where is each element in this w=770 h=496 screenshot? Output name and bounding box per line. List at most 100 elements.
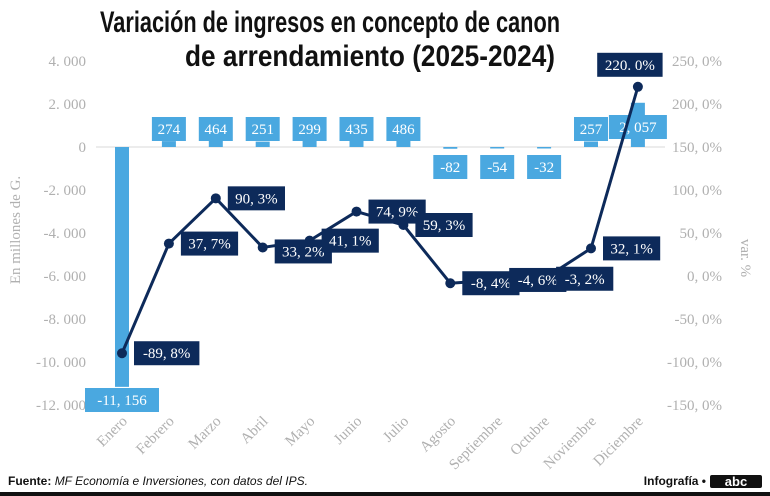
- line-label-box: [227, 186, 285, 211]
- month-label-enero: Enero: [94, 414, 131, 451]
- line-label: 90, 3%: [235, 191, 278, 207]
- line-label: -3, 2%: [565, 272, 605, 288]
- bar-label-box: [608, 115, 667, 139]
- bar-label: 486: [392, 122, 415, 138]
- bar-junio: [349, 137, 364, 147]
- left-tick-label: -4. 000: [44, 226, 87, 242]
- line-point: [163, 238, 174, 249]
- bar-marzo: [208, 137, 223, 147]
- bar-label: 251: [251, 122, 274, 138]
- month-label-octubre: Octubre: [507, 413, 553, 459]
- bar-label: 274: [158, 122, 181, 138]
- bar-label-box: [292, 117, 327, 141]
- title-line-2: de arrendamiento (2025-2024): [185, 40, 555, 73]
- bar-abril: [255, 141, 270, 147]
- right-tick-label: 200, 0%: [672, 97, 722, 113]
- source-label: Fuente:: [8, 474, 51, 488]
- line-label: -89, 8%: [143, 346, 191, 362]
- line-label: 32, 1%: [610, 241, 653, 257]
- line-label: 33, 2%: [282, 244, 325, 260]
- left-tick-label: -10. 000: [36, 355, 86, 371]
- bar-febrero: [161, 141, 176, 147]
- left-tick-label: -8. 000: [44, 312, 87, 328]
- line-point: [210, 193, 221, 204]
- bar-label-box: [386, 117, 421, 141]
- bar-label: -32: [534, 160, 554, 176]
- month-label-febrero: Febrero: [133, 414, 177, 458]
- right-tick-label: 250, 0%: [672, 54, 722, 70]
- right-axis-label: var. %: [737, 239, 753, 277]
- bar-agosto: [443, 147, 458, 149]
- line-point: [117, 348, 127, 359]
- line-label-box: [597, 52, 663, 77]
- line-label-box: [321, 228, 379, 253]
- footer-credit: Infografía •: [644, 474, 706, 488]
- month-label-diciembre: Diciembre: [591, 413, 647, 469]
- bar-label-box: [574, 117, 608, 141]
- line-point: [632, 81, 643, 92]
- left-tick-label: 2. 000: [49, 97, 87, 113]
- bar-label: -11, 156: [97, 393, 147, 409]
- abc-logo: abc: [710, 474, 762, 489]
- line-label-box: [134, 341, 200, 366]
- line-label: 59, 3%: [423, 218, 466, 234]
- svg-text:abc: abc: [725, 474, 747, 489]
- line-label: 37, 7%: [188, 237, 231, 253]
- right-tick-label: -150, 0%: [667, 398, 722, 414]
- left-tick-label: -12. 000: [36, 398, 86, 414]
- right-tick-label: 100, 0%: [672, 183, 722, 199]
- bar-label-box: [198, 117, 233, 141]
- bar-label-box: [480, 155, 515, 179]
- line-point: [445, 278, 456, 289]
- line-label-box: [415, 213, 473, 238]
- line-label: 74, 9%: [376, 205, 419, 221]
- right-tick-label: 0, 0%: [687, 269, 722, 285]
- left-tick-label: 4. 000: [49, 54, 87, 70]
- bar-label: 464: [205, 122, 228, 138]
- bar-label-box: [527, 155, 562, 179]
- left-tick-label: 0: [79, 140, 87, 156]
- bar-label: -54: [487, 160, 507, 176]
- bar-label-box: [433, 155, 468, 179]
- bar-label-box: [339, 117, 374, 141]
- title-line-1: Variación de ingresos en concepto de can…: [100, 6, 560, 39]
- line-point: [257, 242, 268, 253]
- month-label-marzo: Marzo: [186, 414, 225, 453]
- bar-enero: [115, 147, 129, 387]
- bar-label-box: [245, 117, 280, 141]
- bar-octubre: [537, 147, 552, 149]
- line-label: 220. 0%: [605, 58, 655, 74]
- bar-label-box: [151, 117, 186, 141]
- right-tick-label: -100, 0%: [667, 355, 722, 371]
- bar-label: -82: [440, 160, 460, 176]
- line-label: 41, 1%: [329, 234, 372, 250]
- bar-mayo: [302, 140, 317, 147]
- bar-label: 257: [580, 122, 603, 138]
- bar-label: 299: [298, 122, 321, 138]
- right-tick-label: 150, 0%: [672, 140, 722, 156]
- month-label-junio: Junio: [331, 414, 365, 448]
- bottom-rule: [0, 492, 770, 496]
- bar-septiembre: [490, 147, 505, 149]
- line-point: [586, 243, 596, 254]
- line-label: -4, 6%: [518, 273, 558, 289]
- footer-source: Fuente: MF Economía e Inversiones, con d…: [8, 474, 308, 488]
- month-label-mayo: Mayo: [282, 414, 318, 450]
- bar-noviembre: [584, 141, 598, 147]
- left-tick-label: -6. 000: [44, 269, 87, 285]
- month-label-julio: Julio: [380, 414, 412, 446]
- right-tick-label: -50, 0%: [675, 312, 723, 328]
- line-label-box: [556, 266, 614, 291]
- left-axis-label: En millones de G.: [8, 176, 24, 284]
- source-text: MF Economía e Inversiones, con datos del…: [55, 474, 308, 488]
- left-tick-label: -2. 000: [44, 183, 87, 199]
- bar-label: 435: [345, 122, 368, 138]
- line-point: [351, 206, 362, 217]
- month-label-abril: Abril: [238, 414, 272, 448]
- line-label-box: [603, 236, 661, 261]
- bar-label-box: [85, 388, 159, 412]
- right-tick-label: 50, 0%: [680, 226, 723, 242]
- month-label-agosto: Agosto: [417, 414, 459, 456]
